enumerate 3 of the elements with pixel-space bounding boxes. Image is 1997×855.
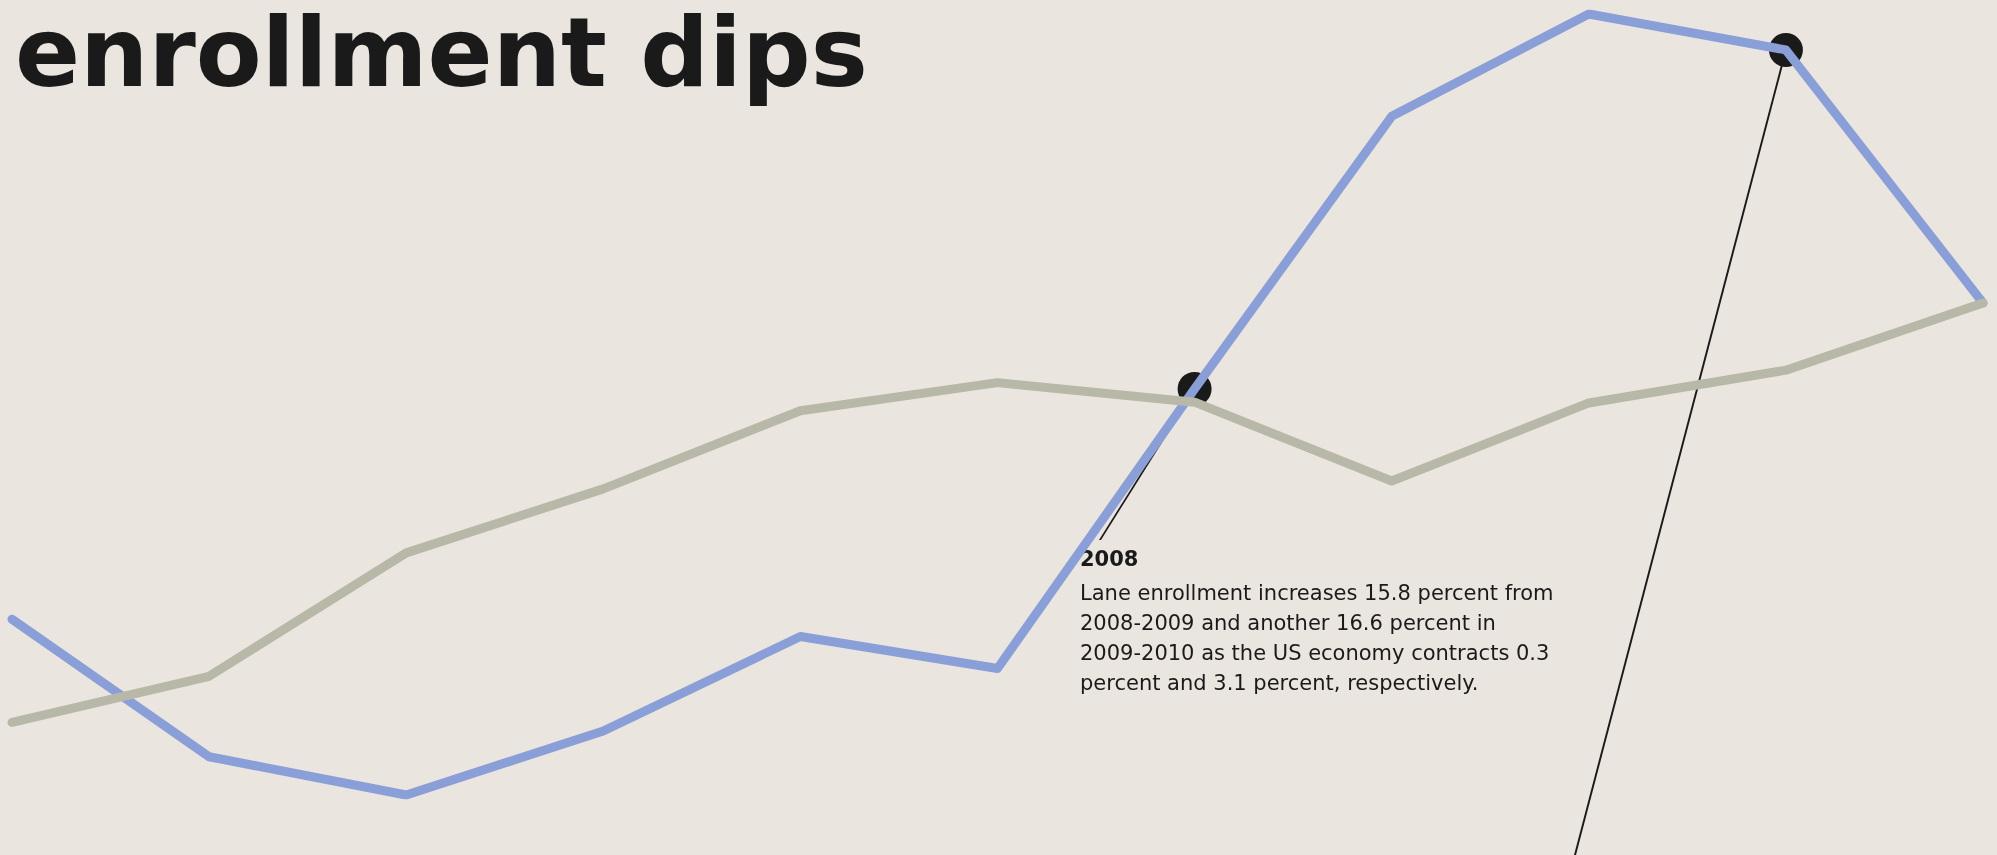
annotation: 2008: [1080, 546, 1139, 571]
chart-title: enrollment dips: [15, 0, 868, 109]
annotation: Lane enrollment increases 15.8 percent from 2008-2009 and another 16.6 percent in 2009-2010 as the US economy contracts 0.3 percent and 3.1 percent, respectively.: [1080, 581, 1561, 695]
